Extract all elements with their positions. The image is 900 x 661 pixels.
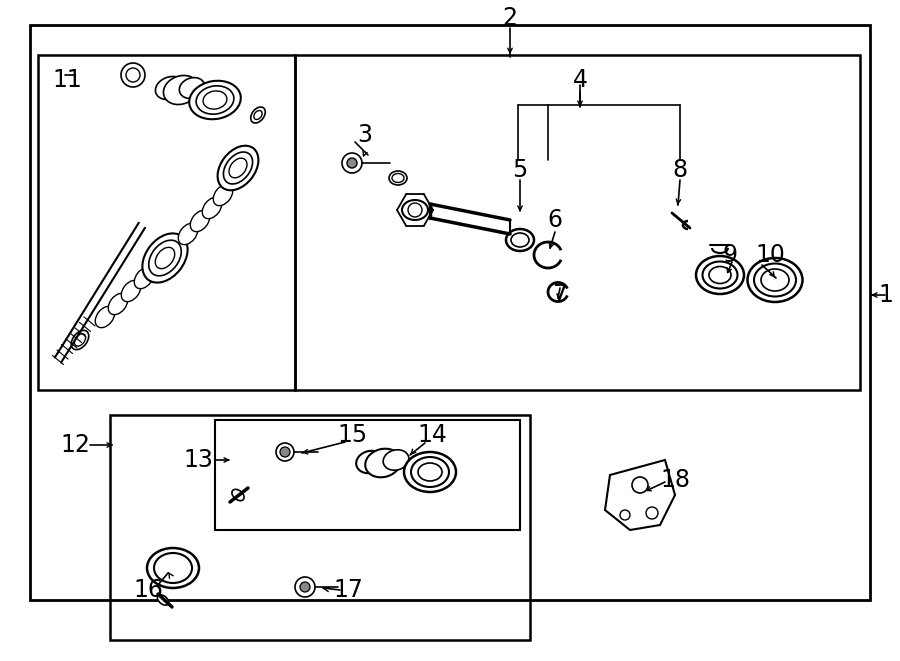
Circle shape: [300, 582, 310, 592]
Ellipse shape: [703, 262, 737, 288]
Text: 2: 2: [502, 6, 518, 30]
Ellipse shape: [179, 77, 204, 98]
Circle shape: [646, 507, 658, 519]
Ellipse shape: [213, 184, 233, 206]
Text: 1: 1: [878, 283, 893, 307]
Ellipse shape: [178, 223, 198, 245]
Ellipse shape: [134, 267, 154, 289]
Ellipse shape: [506, 229, 534, 251]
Ellipse shape: [158, 595, 168, 605]
Text: 15: 15: [337, 423, 367, 447]
Circle shape: [620, 510, 630, 520]
Circle shape: [347, 158, 357, 168]
Ellipse shape: [254, 110, 262, 120]
Polygon shape: [605, 460, 675, 530]
Ellipse shape: [148, 240, 181, 276]
Bar: [30, 25, 870, 600]
Ellipse shape: [389, 171, 407, 185]
Ellipse shape: [108, 293, 128, 315]
Circle shape: [632, 477, 648, 493]
Circle shape: [295, 577, 315, 597]
Ellipse shape: [156, 247, 175, 268]
Ellipse shape: [203, 91, 227, 109]
Ellipse shape: [754, 264, 796, 297]
Ellipse shape: [761, 269, 789, 291]
Circle shape: [126, 68, 140, 82]
Ellipse shape: [696, 256, 744, 294]
Ellipse shape: [709, 266, 731, 284]
Ellipse shape: [202, 198, 221, 219]
Bar: [110, 415, 530, 640]
Bar: [295, 55, 860, 390]
Ellipse shape: [147, 548, 199, 588]
Text: 3: 3: [357, 123, 373, 147]
Ellipse shape: [196, 86, 234, 114]
Ellipse shape: [232, 489, 244, 500]
Ellipse shape: [122, 280, 140, 301]
Text: 11: 11: [52, 68, 82, 92]
Bar: [215, 420, 520, 530]
Circle shape: [121, 63, 145, 87]
Text: 14: 14: [417, 423, 447, 447]
Ellipse shape: [229, 158, 247, 178]
Ellipse shape: [392, 173, 404, 182]
Bar: [38, 55, 295, 390]
Circle shape: [342, 153, 362, 173]
Text: 8: 8: [672, 158, 688, 182]
Text: 16: 16: [133, 578, 163, 602]
Text: 7: 7: [553, 283, 568, 307]
Ellipse shape: [402, 200, 428, 220]
Ellipse shape: [383, 449, 409, 470]
Ellipse shape: [95, 306, 114, 328]
Ellipse shape: [75, 334, 86, 346]
Ellipse shape: [154, 553, 192, 583]
Ellipse shape: [251, 107, 266, 123]
Circle shape: [280, 447, 290, 457]
Ellipse shape: [356, 451, 383, 473]
Ellipse shape: [164, 75, 199, 104]
Ellipse shape: [404, 452, 456, 492]
Ellipse shape: [411, 457, 449, 487]
Ellipse shape: [189, 81, 241, 119]
Text: 12: 12: [60, 433, 90, 457]
Circle shape: [276, 443, 294, 461]
Text: 18: 18: [660, 468, 690, 492]
Ellipse shape: [511, 233, 529, 247]
Ellipse shape: [365, 449, 400, 477]
Ellipse shape: [748, 258, 803, 302]
Ellipse shape: [218, 145, 258, 190]
Circle shape: [408, 203, 422, 217]
Text: 4: 4: [572, 68, 588, 92]
Text: 13: 13: [183, 448, 213, 472]
Text: 10: 10: [755, 243, 785, 267]
Ellipse shape: [156, 77, 184, 100]
Text: 5: 5: [512, 158, 527, 182]
Text: 6: 6: [547, 208, 562, 232]
Text: 9: 9: [723, 243, 737, 267]
Ellipse shape: [71, 330, 89, 350]
Ellipse shape: [418, 463, 442, 481]
Text: 17: 17: [333, 578, 363, 602]
Ellipse shape: [142, 233, 187, 283]
Ellipse shape: [190, 210, 210, 231]
Ellipse shape: [223, 152, 253, 184]
